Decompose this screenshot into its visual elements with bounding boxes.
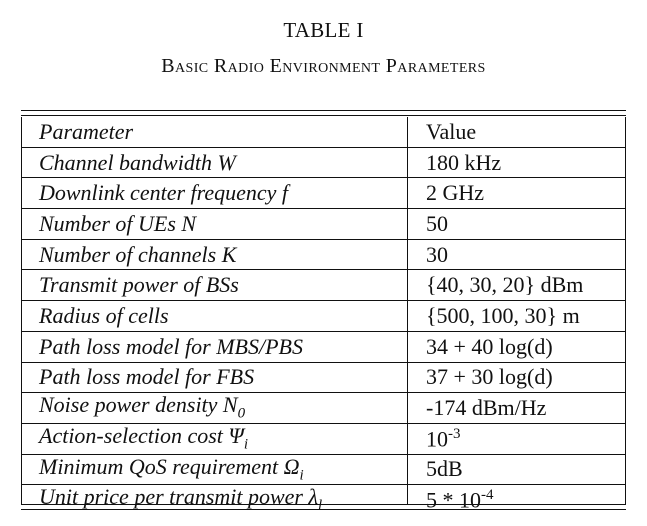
value-cell: {40, 30, 20} dBm (407, 269, 626, 301)
top-double-rule-inner (21, 115, 626, 117)
parameter-cell: Channel bandwidth W (21, 146, 407, 178)
value-cell: -174 dBm/Hz (407, 392, 626, 424)
value-cell: 34 + 40 log(d) (407, 330, 626, 362)
table-row: Action-selection cost Ψi 10-3 (21, 422, 626, 455)
value-cell: 5 * 10-4 (407, 484, 626, 515)
top-double-rule-outer (21, 110, 626, 112)
parameter-cell: Noise power density N0 (21, 392, 407, 424)
value-cell: 30 (407, 238, 626, 270)
table-row: Channel bandwidth W 180 kHz (21, 146, 626, 178)
header-value: Value (426, 118, 477, 144)
table-row: Number of UEs N 50 (21, 208, 626, 240)
parameter-cell: Path loss model for MBS/PBS (21, 330, 407, 362)
table-row: Noise power density N0 -174 dBm/Hz (21, 392, 626, 424)
value-cell: {500, 100, 30} m (407, 300, 626, 332)
value-cell: 2 GHz (407, 177, 626, 209)
parameter-cell: Downlink center frequency f (21, 177, 407, 209)
parameter-cell: Path loss model for FBS (21, 361, 407, 393)
parameter-cell: Transmit power of BSs (21, 269, 407, 301)
value-cell: 37 + 30 log(d) (407, 361, 626, 393)
value-cell: 50 (407, 208, 626, 240)
table-row: Path loss model for MBS/PBS 34 + 40 log(d… (21, 330, 626, 362)
header-parameter: Parameter (39, 118, 134, 144)
table-row: Minimum QoS requirement Ωi 5dB (21, 453, 626, 485)
parameters-table: Parameter Value Channel bandwidth W 180 k… (21, 117, 626, 515)
parameter-cell: Unit price per transmit power λl (21, 484, 407, 515)
table-row: Unit price per transmit power λl 5 * 10-4 (21, 484, 626, 515)
parameter-cell: Radius of cells (21, 300, 407, 332)
parameter-cell: Minimum QoS requirement Ωi (21, 453, 407, 485)
table-row: Number of channels K 30 (21, 238, 626, 270)
parameter-cell: Number of channels K (21, 238, 407, 270)
table-title: Basic Radio Environment Parameters (161, 55, 486, 77)
parameter-cell: Action-selection cost Ψi (21, 422, 407, 455)
value-cell: 10-3 (407, 422, 626, 455)
table-row: Path loss model for FBS 37 + 30 log(d) (21, 361, 626, 393)
value-cell: 5dB (407, 453, 626, 485)
table-row: Radius of cells {500, 100, 30} m (21, 300, 626, 332)
table-label: TABLE I (283, 18, 364, 42)
table-header-row: Parameter Value (21, 117, 626, 147)
parameter-cell: Number of UEs N (21, 208, 407, 240)
table-row: Transmit power of BSs {40, 30, 20} dBm (21, 269, 626, 301)
table-body: Parameter Value Channel bandwidth W 180 k… (21, 117, 626, 515)
value-cell: 180 kHz (407, 146, 626, 178)
